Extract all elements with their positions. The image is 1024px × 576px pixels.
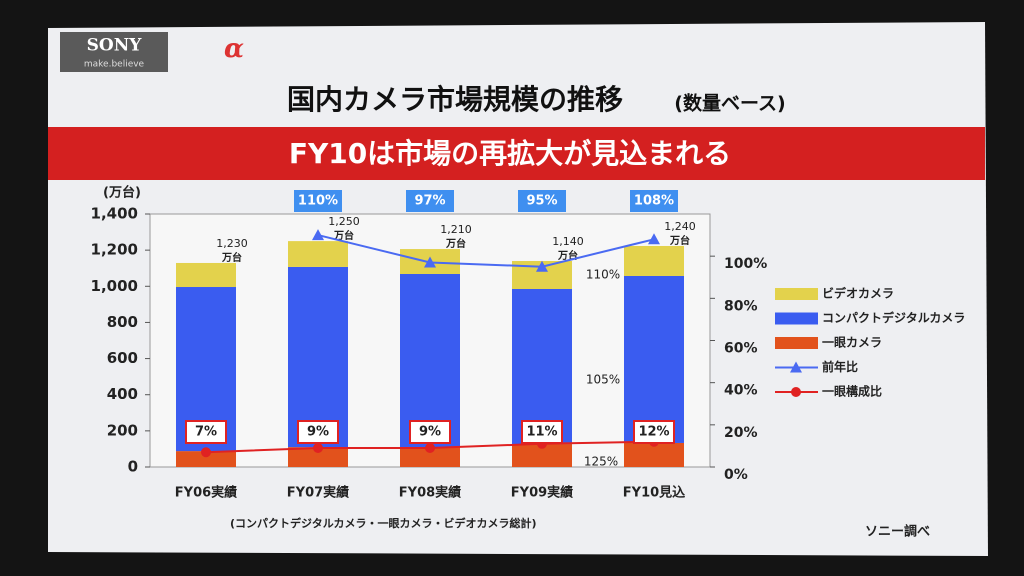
bar-segment <box>512 288 572 445</box>
total-unit: 万台 <box>221 251 242 264</box>
y-tick-label: 800 <box>107 313 138 331</box>
line-marker <box>313 443 323 454</box>
line-marker <box>425 443 435 454</box>
total-label: 1,210 <box>440 223 472 236</box>
total-label: 1,230 <box>216 237 248 250</box>
y2-tick-label: 20% <box>724 425 758 441</box>
footnote: (コンパクトデジタルカメラ・一眼カメラ・ビデオカメラ総計) <box>230 516 537 530</box>
value-label-box <box>294 190 342 212</box>
y-tick-label: 0 <box>128 458 138 476</box>
logo: SONY <box>87 36 143 56</box>
value-label-box <box>521 420 563 444</box>
value-label-box <box>630 190 678 212</box>
bar-segment <box>512 444 572 467</box>
legend-label: 一眼カメラ <box>822 336 882 350</box>
line-marker <box>648 233 660 245</box>
line-series <box>317 234 655 268</box>
note: 105% <box>586 373 620 387</box>
total-label: 1,140 <box>552 235 584 248</box>
value-label: 12% <box>638 425 669 440</box>
bar-segment <box>288 447 348 467</box>
value-label: 110% <box>298 194 338 209</box>
bar-segment <box>400 273 460 448</box>
y-tick-label: 1,400 <box>91 205 138 223</box>
y-tick-label: 1,000 <box>91 277 138 295</box>
source: ソニー調べ <box>865 524 930 540</box>
value-label: 7% <box>195 425 217 440</box>
legend-swatch <box>775 288 818 300</box>
value-label: 11% <box>526 425 557 440</box>
value-label-box <box>633 420 675 444</box>
y2-tick-label: 0% <box>724 467 748 483</box>
tagline: make.believe <box>84 60 145 70</box>
y-axis-label: (万台) <box>103 185 141 201</box>
bar-segment <box>624 245 684 276</box>
bar-segment <box>176 262 236 288</box>
alpha-logo: α <box>224 34 244 64</box>
banner <box>48 127 985 180</box>
line-marker <box>424 256 436 268</box>
total-unit: 万台 <box>445 237 466 250</box>
value-label-box <box>409 420 451 444</box>
total-label: 1,250 <box>328 215 360 228</box>
legend-swatch <box>775 337 818 349</box>
legend-label: コンパクトデジタルカメラ <box>822 310 965 325</box>
x-tick-label: FY06実績 <box>175 485 237 501</box>
note: 110% <box>586 268 620 282</box>
legend-label: 一眼構成比 <box>822 384 882 399</box>
legend-marker <box>791 387 801 397</box>
value-label-box <box>297 420 339 444</box>
value-label: 95% <box>526 194 557 209</box>
line-marker <box>201 447 211 458</box>
total-unit: 万台 <box>333 229 354 242</box>
slide-subtitle: (数量ベース) <box>674 92 785 115</box>
slide-title: 国内カメラ市場規模の推移 <box>287 83 623 116</box>
y2-tick-label: 60% <box>724 341 758 357</box>
banner-text: FY10は市場の再拡大が見込まれる <box>289 137 731 170</box>
value-label: 97% <box>414 194 445 209</box>
value-label-box <box>185 420 227 444</box>
line-marker <box>312 229 324 241</box>
legend-swatch <box>775 312 818 325</box>
bar-segment <box>624 442 684 467</box>
y2-tick-label: 80% <box>724 298 758 314</box>
total-label: 1,240 <box>664 220 696 233</box>
bar-segment <box>400 447 460 467</box>
y-tick-label: 200 <box>107 421 138 439</box>
y-tick-label: 400 <box>107 385 138 403</box>
logo-box <box>60 32 168 72</box>
value-label-box <box>406 190 454 212</box>
x-tick-label: FY09実績 <box>511 485 573 501</box>
legend-label: 前年比 <box>822 359 858 374</box>
y-tick-label: 1,200 <box>91 241 138 259</box>
bar-segment <box>288 241 348 267</box>
y-tick-label: 600 <box>107 349 138 367</box>
legend-marker <box>790 361 802 373</box>
x-tick-label: FY10見込 <box>623 485 686 501</box>
x-tick-label: FY08実績 <box>399 485 461 501</box>
value-label: 9% <box>307 425 329 440</box>
value-label: 9% <box>419 425 441 440</box>
bar-segment <box>624 275 684 443</box>
x-tick-label: FY07実績 <box>287 485 349 501</box>
y2-tick-label: 100% <box>724 256 767 272</box>
total-unit: 万台 <box>669 234 690 247</box>
line-marker <box>536 260 548 272</box>
bar-segment <box>288 266 348 448</box>
y2-tick-label: 40% <box>724 383 758 399</box>
legend-label: ビデオカメラ <box>822 286 894 301</box>
bar-segment <box>176 451 236 467</box>
value-label: 108% <box>634 194 674 209</box>
note: 125% <box>584 455 618 469</box>
value-label-box <box>518 190 566 212</box>
